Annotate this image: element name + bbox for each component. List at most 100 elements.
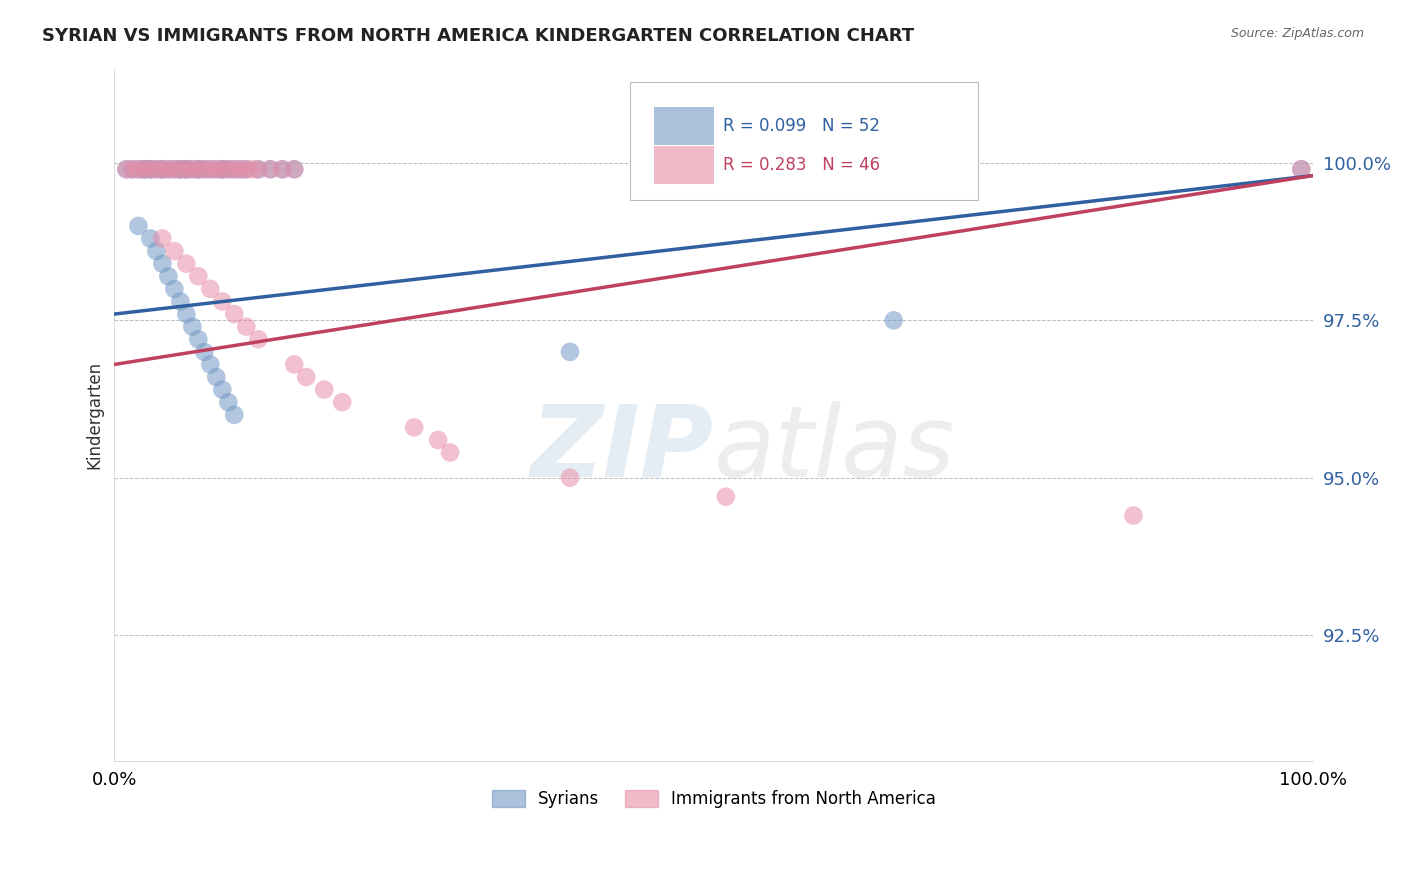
Point	[169, 162, 191, 177]
Point	[200, 358, 222, 372]
Point	[205, 162, 228, 177]
Point	[211, 162, 233, 177]
Point	[157, 269, 180, 284]
Point	[1291, 162, 1313, 177]
Point	[150, 162, 173, 177]
Point	[295, 370, 318, 384]
Point	[240, 162, 263, 177]
Point	[163, 282, 186, 296]
Point	[1122, 508, 1144, 523]
Point	[283, 162, 305, 177]
Point	[259, 162, 281, 177]
Point	[558, 471, 581, 485]
Point	[271, 162, 294, 177]
Point	[127, 162, 149, 177]
Point	[115, 162, 138, 177]
Point	[176, 162, 198, 177]
Point	[139, 162, 162, 177]
Point	[271, 162, 294, 177]
Text: SYRIAN VS IMMIGRANTS FROM NORTH AMERICA KINDERGARTEN CORRELATION CHART: SYRIAN VS IMMIGRANTS FROM NORTH AMERICA …	[42, 27, 914, 45]
Point	[134, 162, 156, 177]
Point	[139, 162, 162, 177]
Point	[247, 332, 270, 346]
Text: ZIP: ZIP	[531, 401, 714, 498]
Point	[176, 162, 198, 177]
Point	[163, 162, 186, 177]
Y-axis label: Kindergarten: Kindergarten	[86, 360, 103, 469]
Point	[217, 162, 239, 177]
FancyBboxPatch shape	[630, 82, 977, 200]
Point	[176, 257, 198, 271]
Point	[211, 162, 233, 177]
Point	[439, 445, 461, 459]
Point	[235, 162, 257, 177]
Point	[404, 420, 426, 434]
Point	[883, 313, 905, 327]
Point	[157, 162, 180, 177]
Point	[187, 269, 209, 284]
Point	[217, 162, 239, 177]
Text: R = 0.099   N = 52: R = 0.099 N = 52	[724, 117, 880, 135]
Point	[121, 162, 143, 177]
Point	[229, 162, 252, 177]
Point	[150, 257, 173, 271]
Point	[181, 162, 204, 177]
Point	[283, 162, 305, 177]
Point	[157, 162, 180, 177]
Point	[169, 294, 191, 309]
Text: R = 0.283   N = 46: R = 0.283 N = 46	[724, 156, 880, 175]
Point	[150, 162, 173, 177]
Point	[193, 162, 215, 177]
Point	[235, 162, 257, 177]
Point	[427, 433, 450, 447]
Point	[205, 370, 228, 384]
Legend: Syrians, Immigrants from North America: Syrians, Immigrants from North America	[485, 783, 943, 815]
Point	[187, 162, 209, 177]
Point	[127, 162, 149, 177]
Point	[1291, 162, 1313, 177]
Point	[187, 332, 209, 346]
Point	[150, 231, 173, 245]
Point	[259, 162, 281, 177]
Point	[145, 162, 167, 177]
Point	[134, 162, 156, 177]
Point	[139, 231, 162, 245]
FancyBboxPatch shape	[654, 146, 714, 184]
Point	[181, 162, 204, 177]
Point	[193, 344, 215, 359]
Point	[247, 162, 270, 177]
Point	[211, 383, 233, 397]
Point	[139, 162, 162, 177]
Point	[224, 162, 246, 177]
Point	[127, 219, 149, 233]
Point	[314, 383, 336, 397]
Point	[205, 162, 228, 177]
Point	[229, 162, 252, 177]
Point	[211, 294, 233, 309]
Point	[224, 162, 246, 177]
FancyBboxPatch shape	[654, 107, 714, 145]
Point	[200, 162, 222, 177]
Point	[145, 244, 167, 259]
Point	[145, 162, 167, 177]
Point	[176, 162, 198, 177]
Point	[163, 244, 186, 259]
Point	[121, 162, 143, 177]
Point	[283, 358, 305, 372]
Point	[247, 162, 270, 177]
Point	[235, 319, 257, 334]
Point	[558, 344, 581, 359]
Point	[193, 162, 215, 177]
Point	[169, 162, 191, 177]
Point	[187, 162, 209, 177]
Point	[200, 282, 222, 296]
Text: atlas: atlas	[714, 401, 956, 498]
Point	[150, 162, 173, 177]
Point	[187, 162, 209, 177]
Point	[176, 307, 198, 321]
Point	[200, 162, 222, 177]
Point	[134, 162, 156, 177]
Point	[163, 162, 186, 177]
Point	[224, 408, 246, 422]
Point	[115, 162, 138, 177]
